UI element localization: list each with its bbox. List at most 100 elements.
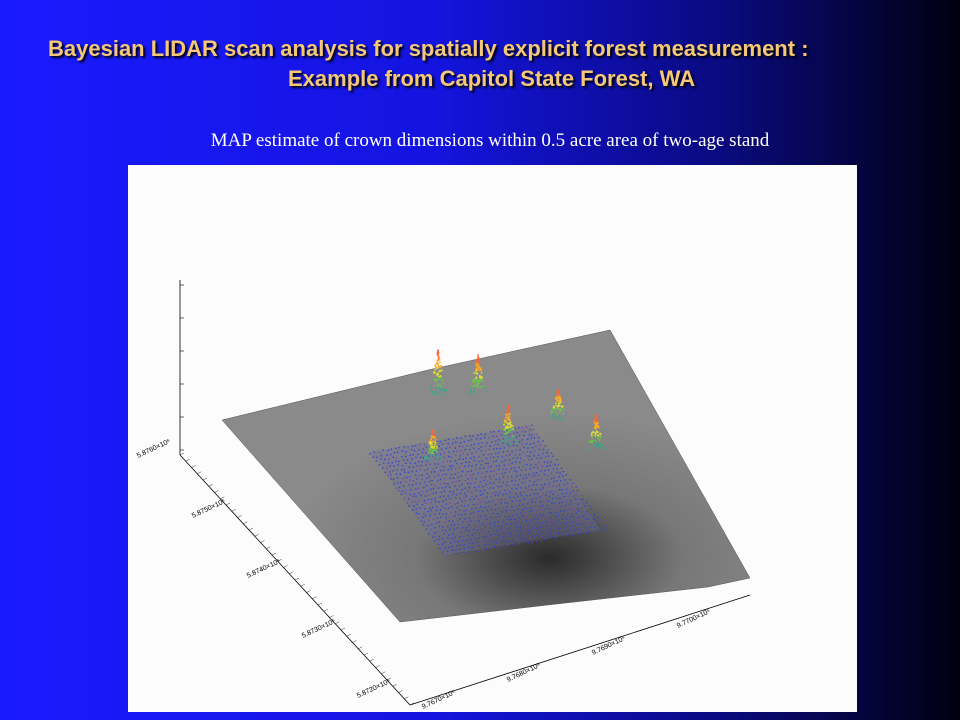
lidar-point <box>456 519 459 522</box>
lidar-point <box>454 511 457 513</box>
lidar-point <box>531 434 533 436</box>
lidar-point <box>531 446 534 449</box>
lidar-point <box>499 447 502 450</box>
lidar-point <box>468 486 471 489</box>
crown-point <box>599 436 602 439</box>
crown-point <box>469 393 471 395</box>
lidar-point <box>511 487 513 490</box>
lidar-point <box>453 523 456 526</box>
crown-point <box>433 443 436 446</box>
lidar-point <box>555 511 558 514</box>
lidar-point <box>519 491 522 494</box>
lidar-point <box>547 474 550 477</box>
lidar-point <box>535 472 538 474</box>
lidar-point <box>492 435 494 438</box>
lidar-point <box>539 500 542 503</box>
crown-point <box>430 455 433 458</box>
lidar-point <box>408 505 410 507</box>
lidar-point <box>534 531 537 533</box>
easting-axis <box>409 594 751 706</box>
lidar-point <box>516 457 518 459</box>
crown-point <box>425 456 428 458</box>
lidar-point <box>433 470 436 473</box>
lidar-point <box>439 440 442 443</box>
lidar-point <box>489 445 492 447</box>
lidar-point <box>470 438 473 441</box>
lidar-point <box>525 442 528 445</box>
lidar-point <box>442 461 444 464</box>
lidar-point <box>497 439 500 441</box>
lidar-point <box>450 467 453 470</box>
lidar-point <box>405 462 407 465</box>
lidar-point <box>558 527 560 529</box>
lidar-point <box>442 469 445 472</box>
lidar-point <box>398 460 400 463</box>
crown-point <box>554 397 557 400</box>
lidar-point <box>484 544 486 546</box>
lidar-point <box>498 481 501 483</box>
lidar-point <box>517 426 520 429</box>
lidar-point <box>515 475 518 477</box>
lidar-point <box>577 516 580 519</box>
crown-point <box>434 438 437 441</box>
lidar-point <box>423 443 426 446</box>
crown-point <box>600 442 602 445</box>
lidar-point <box>416 477 418 480</box>
lidar-point <box>482 453 485 456</box>
lidar-point <box>443 490 446 492</box>
lidar-point <box>541 484 543 486</box>
lidar-point <box>565 500 568 503</box>
lidar-point <box>535 484 538 486</box>
crown-point <box>436 453 439 456</box>
lidar-point <box>431 523 433 526</box>
lidar-point <box>467 478 469 480</box>
minor-tick <box>185 459 190 462</box>
lidar-point <box>421 516 424 518</box>
crown-point <box>557 395 560 398</box>
lidar-point <box>437 538 440 541</box>
crown-point <box>437 359 440 361</box>
lidar-point <box>465 495 468 497</box>
lidar-point <box>451 533 454 535</box>
lidar-point <box>461 500 463 502</box>
lidar-point <box>417 460 420 463</box>
lidar-point <box>430 483 433 486</box>
crown-point <box>507 416 509 419</box>
lidar-point <box>458 458 461 460</box>
lidar-point <box>410 448 413 451</box>
lidar-point <box>470 551 473 553</box>
lidar-point <box>487 462 489 465</box>
lidar-point <box>389 473 392 476</box>
lidar-point <box>426 472 429 475</box>
lidar-point <box>473 486 476 489</box>
lidar-point <box>529 451 532 453</box>
lidar-point <box>397 490 400 492</box>
lidar-point <box>505 505 508 508</box>
lidar-point <box>505 523 507 525</box>
lidar-point <box>537 518 539 520</box>
lidar-point <box>405 489 407 492</box>
lidar-point <box>445 486 447 488</box>
crown-point <box>552 413 555 416</box>
lidar-point <box>505 492 508 495</box>
lidar-point <box>451 549 454 551</box>
lidar-point <box>522 515 524 518</box>
lidar-point <box>424 508 426 510</box>
crown-point <box>597 437 599 440</box>
lidar-point <box>555 480 558 482</box>
lidar-point <box>415 456 417 459</box>
lidar-point <box>551 524 553 527</box>
crown-point <box>476 362 478 365</box>
minor-tick <box>294 577 300 581</box>
lidar-point <box>484 506 486 509</box>
minor-tick <box>220 496 225 499</box>
lidar-point <box>505 468 508 471</box>
lidar-point <box>437 487 440 489</box>
lidar-point <box>459 544 462 546</box>
crown-point <box>434 368 437 371</box>
lidar-point <box>400 481 402 484</box>
lidar-point <box>435 466 437 469</box>
lidar-point <box>487 505 490 508</box>
lidar-point <box>502 536 504 539</box>
lidar-point <box>533 436 536 439</box>
